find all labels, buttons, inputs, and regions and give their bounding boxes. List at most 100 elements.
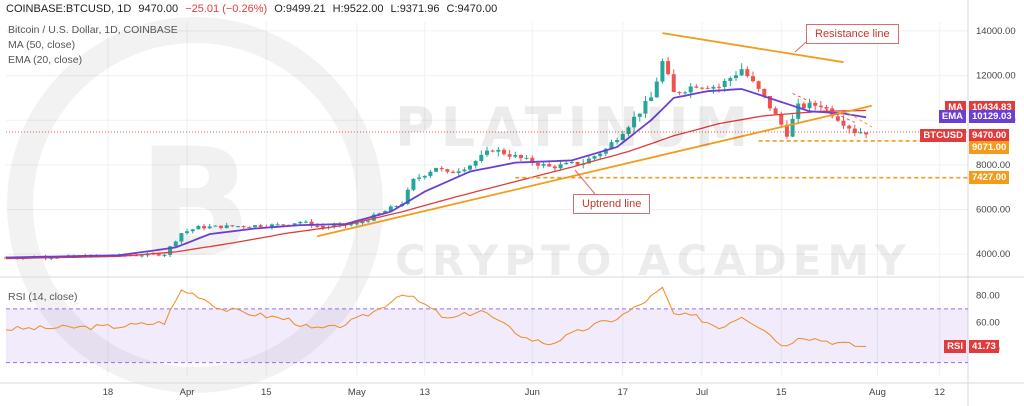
time-tick-label: 15 xyxy=(776,387,787,398)
close-value: 9470.00 xyxy=(457,3,498,15)
candle-body xyxy=(315,225,320,227)
candle-body xyxy=(694,86,699,88)
candle-body xyxy=(688,86,693,93)
price-tag-3-value: 9071.00 xyxy=(969,140,1010,154)
candle-body xyxy=(700,87,705,89)
candle-body xyxy=(134,255,139,257)
candle-body xyxy=(541,164,546,166)
time-tick-label: Apr xyxy=(180,387,195,398)
candle-body xyxy=(530,157,535,163)
candle-body xyxy=(349,224,354,226)
rsi-tick-label: 60.00 xyxy=(976,317,1000,328)
candle-body xyxy=(733,75,738,79)
candle-body xyxy=(841,120,846,126)
candle-body xyxy=(320,225,325,228)
candle-body xyxy=(552,166,557,169)
price-tag-1-label: EMA xyxy=(938,110,966,124)
candle-body xyxy=(558,164,563,169)
candle-body xyxy=(615,140,620,143)
time-tick-label: 18 xyxy=(103,387,114,398)
candle-body xyxy=(439,167,444,170)
header-quote-line: COINBASE:BTCUSD, 1D 9470.00 −25.01 (−0.2… xyxy=(6,3,501,15)
candle-body xyxy=(411,178,416,190)
candle-body xyxy=(717,86,722,88)
candle-body xyxy=(298,221,303,224)
candle-body xyxy=(762,88,767,96)
candle-body xyxy=(773,108,778,115)
price-tag-0-label: MA xyxy=(945,100,966,114)
candle-body xyxy=(388,206,393,212)
low-value: 9371.96 xyxy=(399,3,440,15)
ma-legend[interactable]: MA (50, close) xyxy=(8,39,76,51)
candle-body xyxy=(236,226,241,228)
ema-line xyxy=(5,88,867,259)
time-tick-label: Jul xyxy=(696,387,708,398)
price-tag-2-label: BTCUSD xyxy=(920,129,966,143)
resistance-line xyxy=(662,32,844,64)
candle-body xyxy=(185,231,190,234)
candle-body xyxy=(632,116,637,128)
candle-body xyxy=(501,149,506,155)
candle-body xyxy=(230,225,235,227)
candle-body xyxy=(173,241,178,247)
rsi-legend[interactable]: RSI (14, close) xyxy=(8,291,78,303)
candle-body xyxy=(609,142,614,149)
candle-body xyxy=(445,169,450,172)
rsi-band xyxy=(6,308,968,363)
open-value: 9499.21 xyxy=(285,3,326,15)
price-tick-label: 8000.00 xyxy=(976,160,1010,171)
candle-body xyxy=(496,149,501,152)
candle-body xyxy=(462,169,467,172)
ema-legend[interactable]: EMA (20, close) xyxy=(8,54,83,66)
candle-body xyxy=(434,167,439,172)
rsi-tick-label: 80.00 xyxy=(976,290,1000,301)
candle-body xyxy=(575,162,580,165)
candle-body xyxy=(603,148,608,154)
candle-body xyxy=(683,92,688,94)
candle-body xyxy=(507,154,512,157)
candle-body xyxy=(219,225,224,229)
candle-body xyxy=(247,226,252,228)
candle-body xyxy=(196,225,201,230)
candle-body xyxy=(637,113,642,117)
candle-body xyxy=(405,189,410,204)
candle-body xyxy=(598,153,603,157)
candle-body xyxy=(179,233,184,242)
candle-body xyxy=(394,206,399,208)
candle-body xyxy=(168,246,173,255)
candle-body xyxy=(835,116,840,121)
candle-body xyxy=(422,175,427,178)
candle-body xyxy=(745,69,750,77)
uptrend-connector xyxy=(574,169,596,195)
candle-body xyxy=(677,92,682,94)
candle-body xyxy=(643,101,648,114)
candle-body xyxy=(750,76,755,82)
candle-body xyxy=(139,255,144,257)
candle-body xyxy=(649,97,654,102)
price-tag-0-value: 10434.83 xyxy=(969,100,1015,114)
symbol-label[interactable]: COINBASE:BTCUSD, 1D xyxy=(6,3,132,15)
candle-body xyxy=(626,127,631,134)
candle-body xyxy=(728,78,733,81)
candle-body xyxy=(739,69,744,76)
close-label: C: xyxy=(446,3,458,15)
candle-body xyxy=(202,225,207,229)
candle-body xyxy=(292,223,297,225)
candle-body xyxy=(258,225,263,227)
candle-body xyxy=(207,226,212,229)
candle-body xyxy=(722,80,727,88)
price-change: −25.01 (−0.26%) xyxy=(185,3,268,15)
time-tick-label: 13 xyxy=(419,387,430,398)
price-tag-2-value: 9470.00 xyxy=(969,129,1010,143)
candle-body xyxy=(468,165,473,170)
uptrend-annotation: Uptrend line xyxy=(573,194,651,214)
candle-body xyxy=(756,81,761,89)
candle-body xyxy=(190,229,195,232)
candle-body xyxy=(660,61,665,82)
candle-body xyxy=(479,154,484,161)
time-tick-label: 15 xyxy=(261,387,272,398)
candle-body xyxy=(281,224,286,226)
candle-body xyxy=(547,164,552,167)
candle-body xyxy=(366,220,371,222)
